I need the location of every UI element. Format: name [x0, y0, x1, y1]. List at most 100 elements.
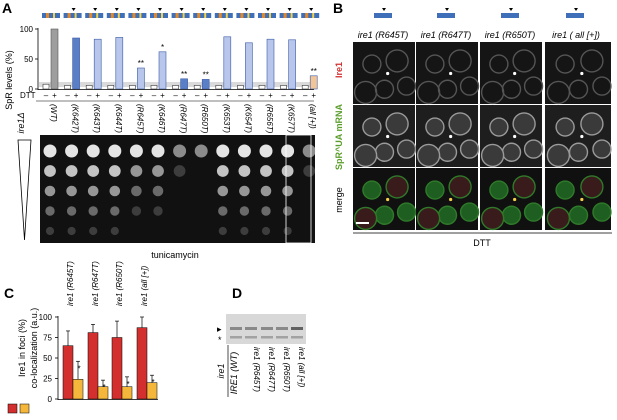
cell — [353, 143, 378, 168]
cell — [385, 112, 409, 136]
cell — [480, 143, 505, 168]
a-bars: ***** ** ** — [42, 28, 318, 90]
domain-glyph — [279, 13, 298, 18]
d-arrow: ▸ — [217, 324, 222, 334]
mutation-marker — [244, 8, 249, 11]
colony-spot — [131, 185, 142, 197]
d-band-lower — [291, 336, 303, 339]
a-spots — [43, 144, 316, 236]
domain-glyph-accent — [132, 13, 136, 18]
cell — [396, 139, 417, 159]
cell — [568, 142, 589, 162]
a-dtt-minus: – — [303, 91, 308, 100]
a-x-label: tunicamycin — [151, 250, 199, 260]
panel-letter-a: A — [2, 0, 12, 16]
domain-glyph — [236, 13, 255, 18]
colony-spot — [66, 185, 77, 197]
d-lane-label: ire1 (R645T) — [252, 347, 261, 392]
c-bar-foci — [62, 345, 74, 400]
a-bar-plus — [201, 79, 210, 90]
domain-glyph — [193, 13, 212, 18]
focus-dot — [580, 134, 584, 139]
focus-dot — [449, 197, 453, 202]
cell — [592, 202, 612, 222]
cell — [580, 49, 604, 73]
a-dtt-plus: + — [247, 91, 252, 100]
d-band-upper — [245, 327, 257, 330]
a-dtt-minus: – — [87, 91, 92, 100]
cell — [555, 117, 575, 137]
a-dtt-minus: – — [281, 91, 286, 100]
domain-glyph-accent — [89, 13, 93, 18]
a-bar-plus — [115, 37, 124, 90]
b-micrograph-grid — [353, 42, 612, 231]
focus-dot — [580, 197, 584, 202]
a-dtt-plus: + — [311, 91, 316, 100]
mutation-marker — [382, 8, 386, 11]
domain-glyph-accent — [182, 13, 185, 18]
cell — [568, 205, 589, 225]
a-bar-minus — [237, 85, 244, 90]
c-x-label: ire1 (R645T) — [66, 261, 75, 306]
cell — [374, 142, 395, 162]
d-lane-label: ire1 (R647T) — [267, 347, 276, 392]
domain-glyph-accent — [53, 13, 55, 18]
cell — [448, 49, 472, 73]
colony-spot — [44, 185, 56, 197]
c-legend-swatch-foci — [7, 403, 18, 414]
colony-spot — [152, 185, 164, 197]
colony-spot — [240, 226, 249, 236]
c-tick-label: 100 — [39, 313, 53, 322]
a-tick-label: 100 — [20, 25, 34, 34]
a-dtt-minus: – — [65, 91, 70, 100]
a-significance-star: ** — [181, 70, 187, 79]
d-bands — [230, 327, 303, 339]
a-bar-plus — [309, 75, 318, 90]
a-bar-plus — [223, 36, 232, 90]
cell — [546, 143, 571, 168]
a-tick-label: 0 — [29, 85, 34, 94]
d-band-lower — [261, 336, 273, 339]
mutation-marker — [136, 8, 141, 11]
domain-glyph — [566, 13, 584, 18]
c-tick-label: 50 — [43, 354, 52, 363]
a-bar-minus — [215, 85, 223, 90]
a-bar-minus — [193, 85, 201, 90]
d-label-wt: IRE1 (WT) — [229, 352, 239, 395]
focus-dot — [580, 71, 584, 76]
focus-dot — [386, 71, 390, 76]
mutation-marker — [179, 8, 184, 11]
cell — [523, 76, 544, 96]
colony-spot — [237, 144, 251, 158]
colony-spot — [44, 165, 56, 177]
colony-spot — [88, 206, 98, 216]
d-star: * — [218, 335, 222, 345]
cell — [448, 112, 472, 136]
domain-glyph-accent — [96, 13, 99, 18]
dilution-wedge — [17, 139, 32, 241]
a-bar-minus — [85, 85, 93, 90]
mutation-marker — [201, 8, 206, 11]
cell — [425, 54, 445, 74]
colony-spot — [131, 206, 142, 216]
a-dtt-minus: – — [217, 91, 222, 100]
cell — [416, 80, 441, 105]
c-x-label: ire1 (R647T) — [91, 261, 100, 306]
a-bar-minus — [172, 85, 179, 90]
cell — [480, 80, 505, 105]
a-dtt-minus: – — [44, 91, 49, 100]
colony-spot — [87, 185, 99, 197]
d-band-lower — [245, 336, 257, 339]
cell — [501, 205, 522, 225]
cell — [416, 206, 441, 231]
cell — [555, 180, 575, 200]
colony-spot — [216, 165, 229, 177]
cell — [546, 80, 571, 105]
colony-spot — [110, 226, 119, 236]
focus-dot — [513, 197, 517, 202]
c-tick-label: 75 — [43, 334, 52, 343]
b-col-label: ire1 (R647T) — [421, 30, 472, 40]
domain-glyph — [106, 13, 125, 18]
colony-spot — [239, 206, 250, 216]
panel-b: ire1 (R645T) ire1 (R647T) ire1 (R650T) i… — [334, 8, 612, 248]
